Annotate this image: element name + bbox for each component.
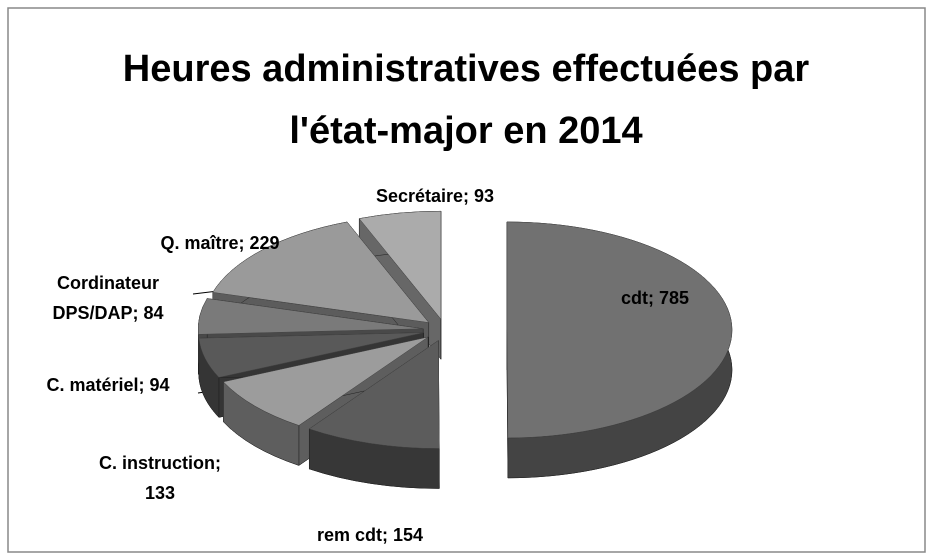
data-label: rem cdt; 154 xyxy=(300,520,440,550)
slice-top xyxy=(358,210,442,320)
label-value: 93 xyxy=(474,186,495,206)
slice-top xyxy=(198,332,424,378)
label-value: 133 xyxy=(144,483,176,503)
label-category: cdt xyxy=(620,288,648,308)
data-label: Q. maître; 229 xyxy=(130,228,310,258)
label-value: 785 xyxy=(658,288,690,308)
label-separator: ; xyxy=(463,186,475,206)
label-category: rem cdt xyxy=(316,525,382,545)
data-label: cdt; 785 xyxy=(575,283,735,313)
chart-title: Heures administratives effectuées par l'… xyxy=(122,48,810,152)
label-separator: ; xyxy=(138,375,150,395)
slice-top xyxy=(222,336,429,426)
data-label: C. matériel; 94 xyxy=(18,370,198,400)
slice-top xyxy=(506,221,733,439)
label-category: C. instruction xyxy=(99,453,215,473)
slice-top xyxy=(308,340,440,449)
label-separator: ; xyxy=(238,233,250,253)
label-value: 94 xyxy=(149,375,170,395)
label-separator: ; xyxy=(215,453,226,473)
label-category: Secrétaire xyxy=(375,186,464,206)
pie-slice xyxy=(506,221,733,479)
label-value: 84 xyxy=(143,303,164,323)
label-value: 229 xyxy=(249,233,280,253)
slice-top xyxy=(212,221,430,323)
label-category: Q. maître xyxy=(160,233,239,253)
data-label: Secrétaire; 93 xyxy=(340,181,530,211)
label-value: 154 xyxy=(392,525,424,545)
label-separator: ; xyxy=(381,525,393,545)
label-category: Cordinateur DPS/DAP xyxy=(52,273,159,323)
data-label: Cordinateur DPS/DAP; 84 xyxy=(28,268,188,328)
data-label: C. instruction; 133 xyxy=(85,448,235,508)
chart-frame xyxy=(7,7,926,553)
pie-slice xyxy=(308,340,440,489)
label-category: C. matériel xyxy=(46,375,139,395)
slice-top xyxy=(197,298,424,335)
label-separator: ; xyxy=(132,303,144,323)
label-separator: ; xyxy=(647,288,659,308)
